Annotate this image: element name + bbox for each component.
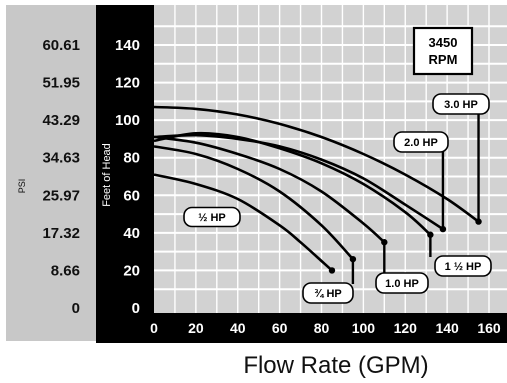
- feet-tick-label: 120: [115, 75, 140, 92]
- series-label: 1 ½ HP: [445, 261, 482, 273]
- series-label-box: [375, 272, 429, 294]
- label-leaders: [351, 113, 480, 284]
- series-line: [153, 131, 432, 236]
- series-endpoint: [328, 267, 336, 274]
- flow-tick-label: 140: [435, 320, 459, 336]
- feet-tick-label: 100: [115, 112, 140, 129]
- speed-badge: 3450 RPM: [412, 26, 474, 76]
- series-label: ½ HP: [198, 212, 226, 224]
- feet-tick-label: 40: [123, 225, 140, 242]
- flow-axis-band: [96, 313, 507, 343]
- series-line: [153, 135, 386, 244]
- psi-tick-label: 34.63: [42, 150, 80, 167]
- series-label: 1.0 HP: [385, 278, 419, 290]
- psi-tick-label: 0: [72, 300, 80, 317]
- feet-axis-band: [96, 5, 154, 341]
- series-label-box: [393, 131, 449, 153]
- psi-tick-label: 8.66: [51, 262, 80, 279]
- series-line: [153, 105, 480, 223]
- flow-tick-label: 80: [314, 320, 330, 336]
- series-label-box: [432, 93, 490, 115]
- series-labels: ½ HP ¾ HP 1.0 HP 1 ½ HP 2.0 HP 3.0 HP: [183, 93, 492, 304]
- feet-tick-label: 60: [123, 187, 140, 204]
- series-label-box: [434, 255, 492, 277]
- series-label: ¾ HP: [314, 288, 342, 300]
- flow-tick-label: 120: [394, 320, 418, 336]
- series-line: [153, 145, 354, 261]
- speed-badge-value: 3450: [429, 35, 458, 50]
- pump-curves: [153, 105, 482, 274]
- psi-axis-label: PSI: [17, 179, 27, 194]
- series-line: [153, 133, 444, 231]
- series-line: [153, 173, 333, 272]
- feet-tick-labels: 0 20 40 60 80 100 120 140: [115, 37, 140, 317]
- flow-tick-label: 60: [272, 320, 288, 336]
- psi-tick-label: 25.97: [42, 187, 80, 204]
- flow-tick-label: 160: [477, 320, 501, 336]
- x-axis-label: Flow Rate (GPM): [243, 352, 428, 379]
- feet-tick-label: 140: [115, 37, 140, 54]
- flow-tick-label: 100: [352, 320, 376, 336]
- y-axis-label: Feet of Head: [101, 143, 113, 207]
- psi-axis-band: [6, 5, 101, 341]
- series-label: 3.0 HP: [444, 99, 478, 111]
- psi-tick-label: 60.61: [42, 37, 80, 54]
- flow-tick-label: 20: [188, 320, 204, 336]
- series-label: 2.0 HP: [404, 137, 438, 149]
- series-label-box: [302, 282, 354, 304]
- feet-tick-label: 0: [132, 300, 140, 317]
- feet-tick-label: 80: [123, 150, 140, 167]
- speed-badge-box: [412, 26, 474, 76]
- psi-tick-label: 43.29: [42, 112, 80, 129]
- feet-tick-label: 20: [123, 262, 140, 279]
- psi-tick-labels: 0 8.66 17.32 25.97 34.63 43.29 51.95 60.61: [42, 37, 80, 317]
- flow-tick-label: 0: [150, 320, 158, 336]
- flow-tick-labels: 0 20 40 60 80 100 120 140 160: [150, 320, 501, 336]
- series-label-box: [183, 206, 241, 228]
- flow-tick-label: 40: [230, 320, 246, 336]
- psi-tick-label: 51.95: [42, 75, 80, 92]
- speed-badge-unit: RPM: [429, 52, 458, 67]
- psi-tick-label: 17.32: [42, 225, 80, 242]
